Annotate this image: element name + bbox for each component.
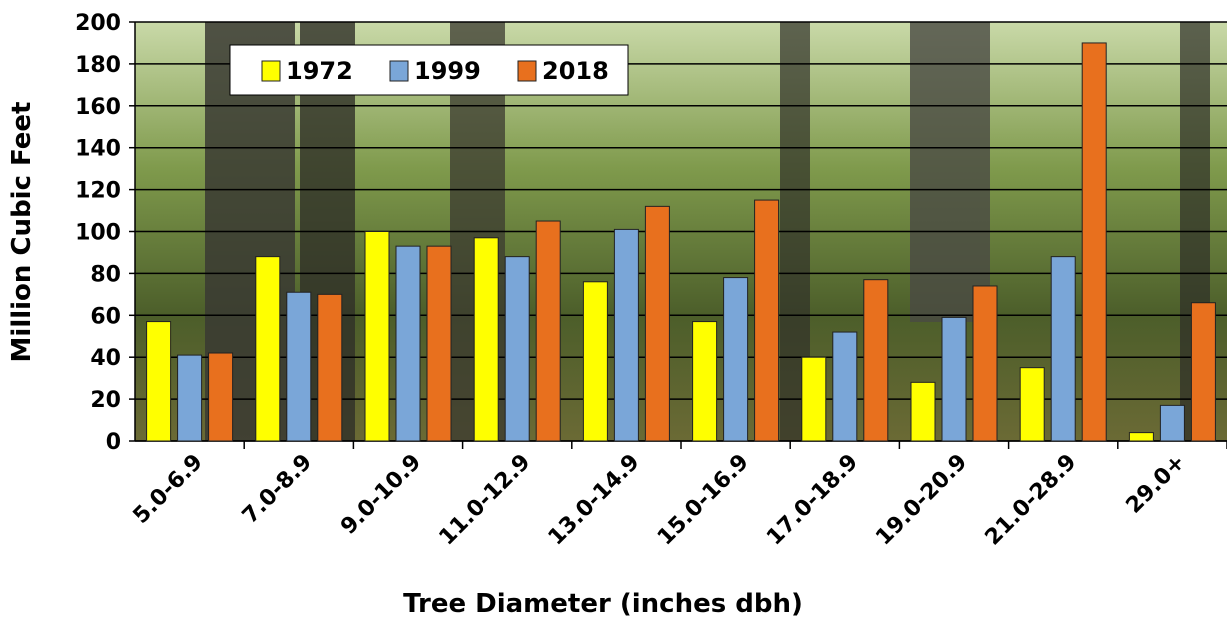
y-tick-label: 140 [75,137,121,162]
bar [146,321,172,442]
x-tick-label: 7.0-8.9 [238,450,317,529]
bar [395,245,421,442]
bar [723,277,749,442]
y-tick-label: 180 [75,53,121,78]
legend-swatch [517,60,537,82]
y-tick-label: 200 [75,11,121,36]
legend-label: 1999 [414,57,481,85]
x-tick-label: 17.0-18.9 [762,450,863,551]
bar [255,256,281,442]
bar [801,356,827,442]
x-tick-label: 21.0-28.9 [981,450,1082,551]
bar [692,321,718,442]
bar [208,352,234,442]
x-tick-label: 19.0-20.9 [871,450,972,551]
x-tick-label: 13.0-14.9 [544,450,645,551]
bar [832,331,858,442]
bar [941,316,967,442]
bar [426,245,452,442]
bar [1159,404,1185,442]
bar [863,279,889,442]
bar [317,293,343,442]
x-tick-label: 5.0-6.9 [129,450,208,529]
bar [613,228,639,442]
bar [535,220,561,442]
legend-label: 1972 [286,57,353,85]
y-tick-label: 20 [90,388,121,413]
bar [1081,42,1107,442]
legend-box [229,44,629,96]
bar [1019,367,1045,442]
y-axis-title: Million Cubic Feet [7,102,37,363]
x-tick-label: 15.0-16.9 [653,450,754,551]
x-tick-label: 11.0-12.9 [435,450,536,551]
legend-label: 2018 [542,57,609,85]
y-tick-label: 40 [90,346,121,371]
bar [754,199,780,442]
legend-swatch [389,60,409,82]
y-tick-label: 160 [75,95,121,120]
bar [910,381,936,442]
bar [1190,302,1216,442]
bar [1050,256,1076,442]
bar [644,205,670,442]
bar [504,256,530,442]
bar [286,291,312,442]
bar [972,285,998,442]
y-tick-label: 100 [75,221,121,246]
y-tick-label: 0 [106,430,121,455]
x-tick-label: 29.0+ [1122,450,1191,519]
legend-swatch [261,60,281,82]
bar [364,231,390,442]
y-tick-label: 60 [90,304,121,329]
x-axis-title: Tree Diameter (inches dbh) [403,589,803,619]
bar [1128,432,1154,442]
bar [177,354,203,442]
x-tick-label: 9.0-10.9 [336,450,426,540]
y-tick-label: 120 [75,179,121,204]
bar [473,237,499,442]
bar [582,281,608,442]
y-tick-label: 80 [90,262,121,287]
